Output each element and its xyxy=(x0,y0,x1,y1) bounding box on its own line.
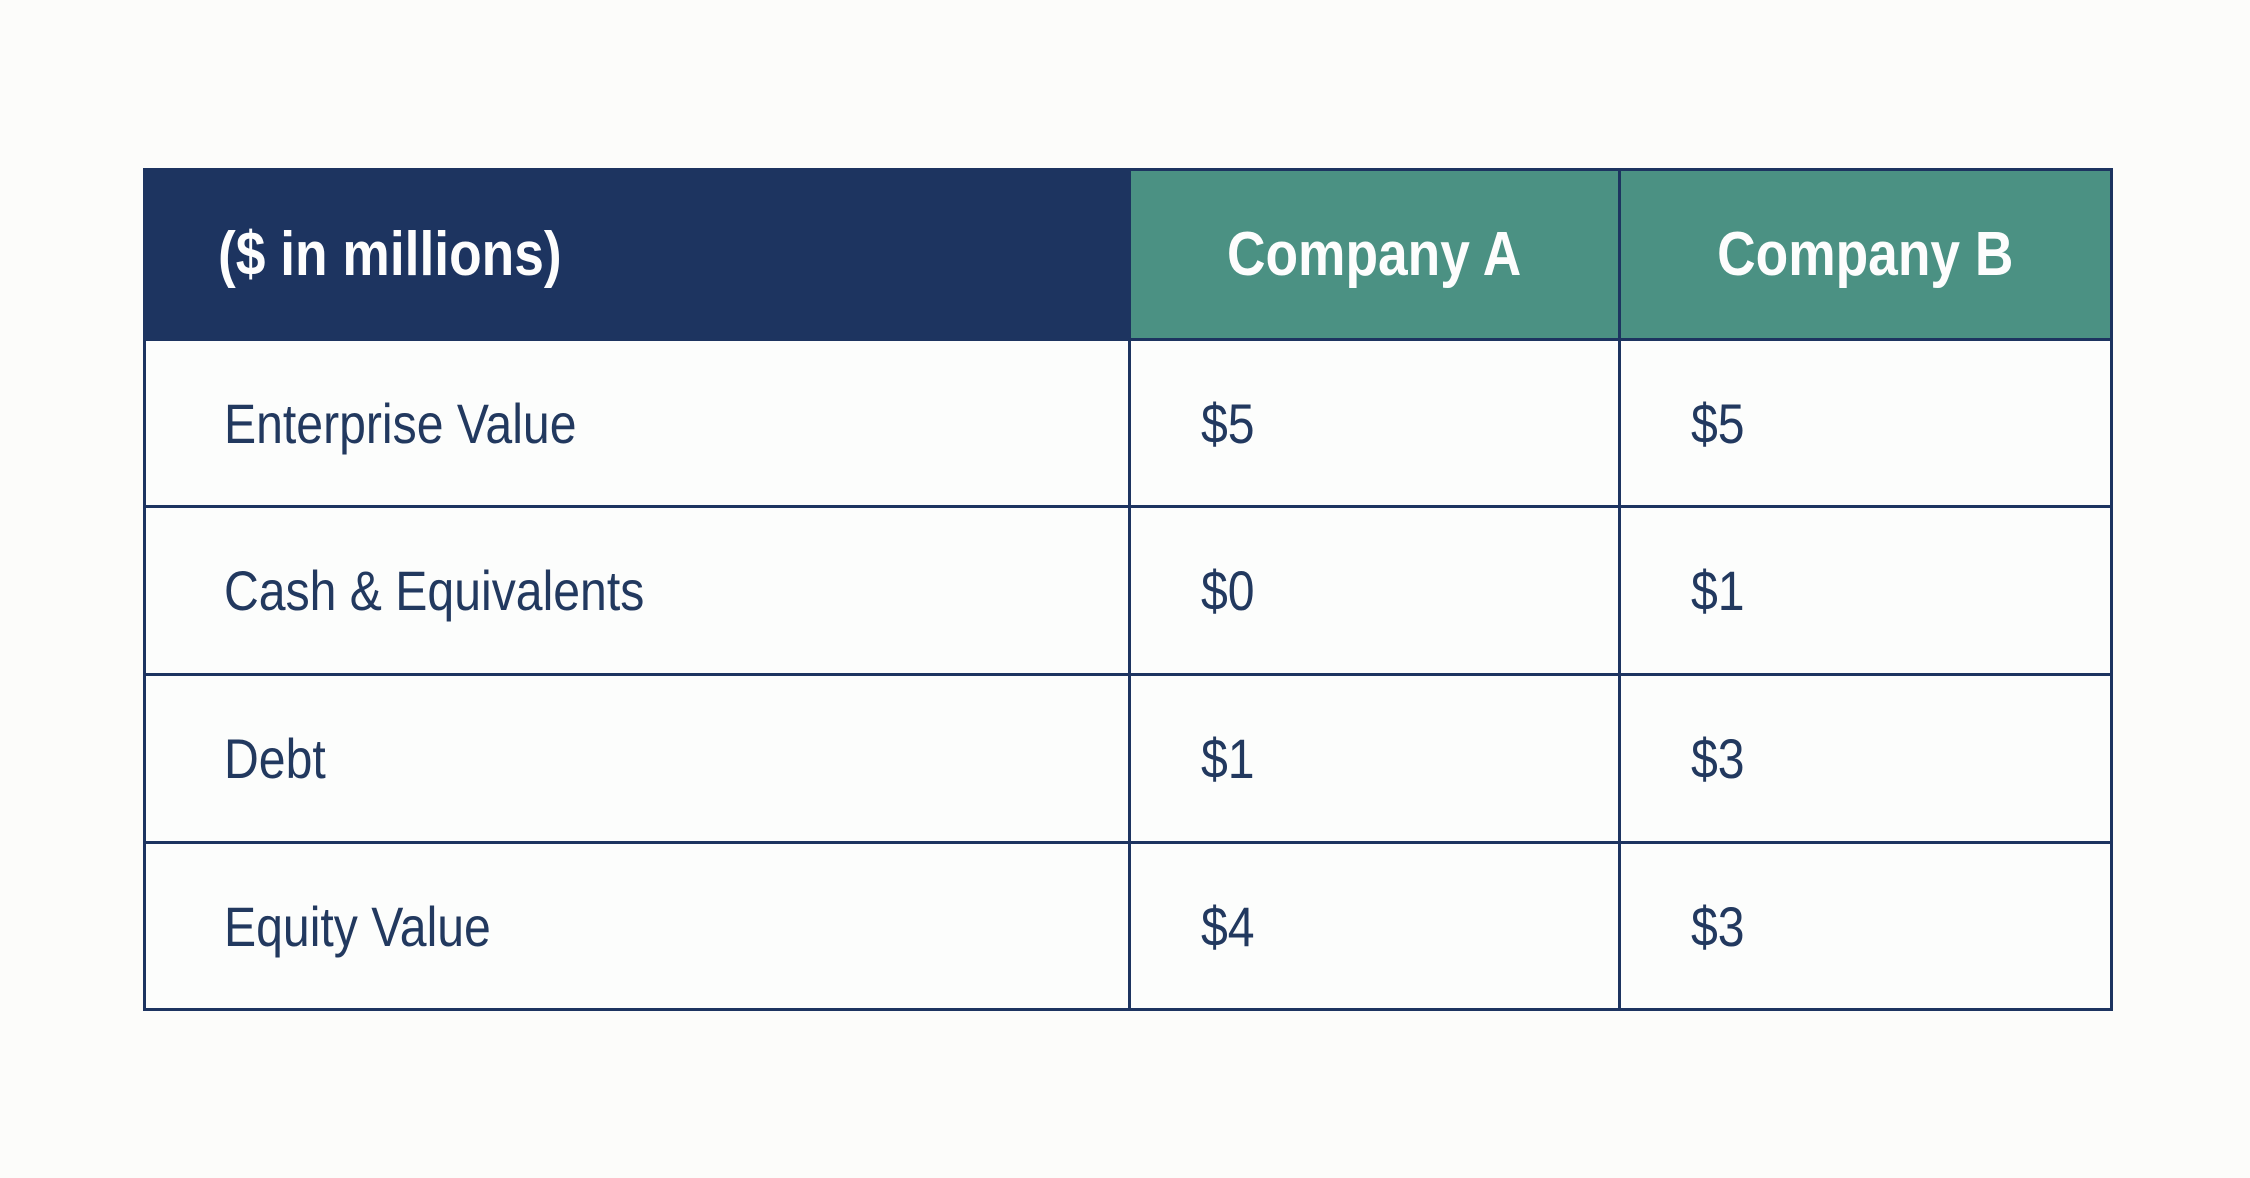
cell-value-text: $3 xyxy=(1691,727,1745,790)
row-label-cash-equivalents: Cash & Equivalents xyxy=(146,505,1128,673)
cell-value-text: $1 xyxy=(1201,727,1255,790)
row-label-text: Equity Value xyxy=(224,894,491,958)
cell-value-text: $3 xyxy=(1691,894,1745,958)
unit-header-cell: ($ in millions) xyxy=(146,171,1128,338)
company-b-header-label: Company B xyxy=(1717,220,2014,289)
value-cash-equivalents-company-b: $1 xyxy=(1618,505,2110,673)
company-b-header-cell: Company B xyxy=(1618,171,2110,338)
company-a-header-label: Company A xyxy=(1227,220,1522,289)
comparison-table: ($ in millions) Company A Company B Ente… xyxy=(143,168,2113,1011)
value-enterprise-value-company-b: $5 xyxy=(1618,338,2110,505)
cell-value-text: $1 xyxy=(1691,559,1745,622)
value-debt-company-a: $1 xyxy=(1128,673,1618,841)
value-equity-value-company-b: $3 xyxy=(1618,841,2110,1008)
cell-value-text: $5 xyxy=(1691,391,1745,455)
value-cash-equivalents-company-a: $0 xyxy=(1128,505,1618,673)
row-label-text: Cash & Equivalents xyxy=(224,559,645,622)
row-label-enterprise-value: Enterprise Value xyxy=(146,338,1128,505)
unit-header-label: ($ in millions) xyxy=(218,220,562,289)
company-a-header-cell: Company A xyxy=(1128,171,1618,338)
cell-value-text: $4 xyxy=(1201,894,1255,958)
cell-value-text: $5 xyxy=(1201,391,1255,455)
row-label-equity-value: Equity Value xyxy=(146,841,1128,1008)
row-label-debt: Debt xyxy=(146,673,1128,841)
value-enterprise-value-company-a: $5 xyxy=(1128,338,1618,505)
row-label-text: Enterprise Value xyxy=(224,391,577,455)
value-debt-company-b: $3 xyxy=(1618,673,2110,841)
row-label-text: Debt xyxy=(224,727,326,790)
cell-value-text: $0 xyxy=(1201,559,1255,622)
value-equity-value-company-a: $4 xyxy=(1128,841,1618,1008)
